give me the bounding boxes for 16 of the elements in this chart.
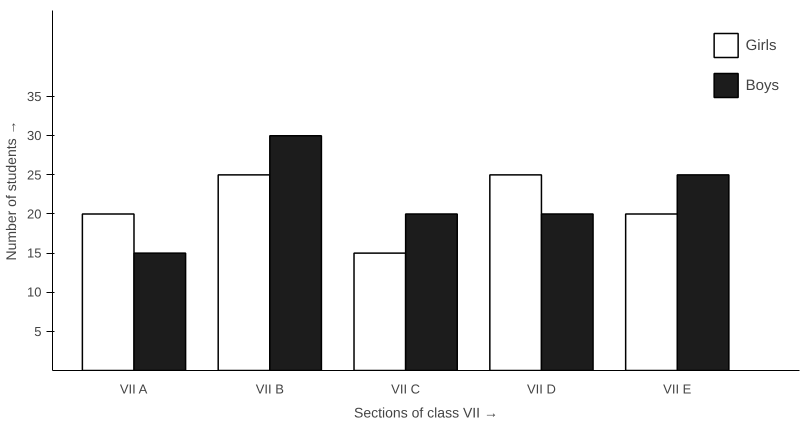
y-tick-label: 15 [27,246,42,261]
y-tick-label: 5 [34,324,42,339]
x-tick-label: VII D [527,382,556,396]
x-tick-label: VII E [663,382,692,396]
y-tick-label: 30 [27,128,42,144]
x-axis-title: Sections of class VII → [354,404,498,420]
y-tick-label: 25 [27,167,42,182]
y-tick-label: 10 [27,284,42,300]
y-axis-title: Number of students → [3,120,20,261]
legend-label: Girls [746,36,776,54]
y-tick-label: 35 [27,89,42,104]
x-tick-label: VII C [391,382,420,396]
x-tick-label: VII A [120,382,148,396]
legend-label: Boys [746,76,779,94]
x-tick-label: VII B [256,382,284,396]
y-tick-label: 20 [27,206,42,222]
